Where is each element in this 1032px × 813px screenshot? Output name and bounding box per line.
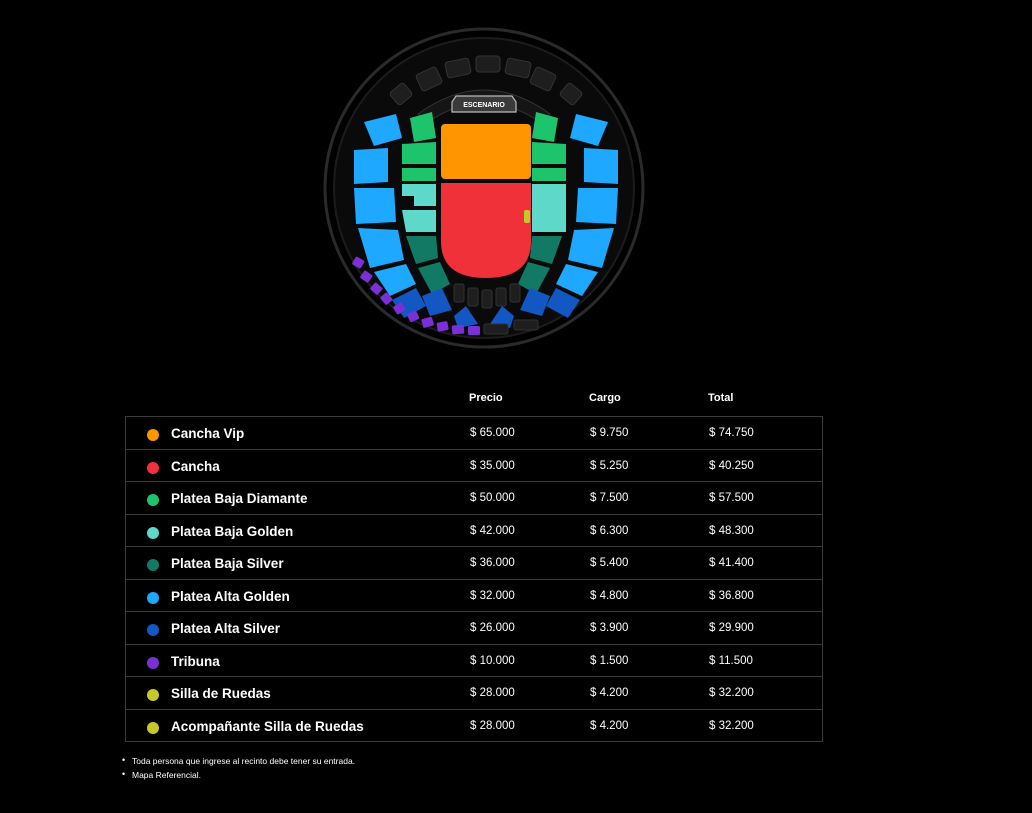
price-table: Precio Cargo Total Cancha Vip $ 65.000 $ 9… [125, 384, 823, 742]
unavailable-bottom-sections [453, 283, 539, 335]
color-dot-icon [147, 559, 159, 571]
zone-precio: $ 42.000 [470, 524, 515, 537]
header-precio: Precio [469, 392, 503, 404]
zone-cargo: $ 5.250 [590, 459, 629, 472]
stage: ESCENARIO [451, 95, 517, 113]
zone-name: Platea Alta Golden [171, 588, 290, 604]
zone-cargo: $ 1.500 [590, 654, 629, 667]
color-dot-icon [147, 721, 159, 734]
zone-precio: $ 65.000 [470, 427, 515, 439]
table-row: Platea Alta Silver $ 26.000 $ 3.900 $ 29.90… [126, 612, 822, 645]
color-dot-icon [147, 591, 159, 604]
table-header: Precio Cargo Total [125, 384, 823, 416]
zone-total: $ 32.200 [709, 687, 754, 699]
stage-label: ESCENARIO [463, 102, 505, 109]
section-platea-alta-silver[interactable] [392, 288, 580, 328]
zone-name: Platea Alta Silver [171, 621, 281, 636]
zone-total: $ 40.250 [709, 459, 754, 472]
table-row: Platea Alta Golden $ 32.000 $ 4.800 $ 36.80… [126, 580, 822, 612]
zone-cargo: $ 4.200 [590, 719, 629, 732]
zone-name: Silla de Ruedas [171, 686, 271, 701]
zone-cargo: $ 7.500 [590, 492, 629, 504]
zone-total: $ 32.200 [709, 719, 754, 732]
table-body: Cancha Vip $ 65.000 $ 9.750 $ 74.750 Cancha $… [125, 416, 823, 742]
zone-precio: $ 35.000 [470, 459, 515, 472]
zone-total: $ 48.300 [709, 524, 754, 537]
footnote: Toda persona que ingrese al recinto debe… [122, 753, 355, 768]
zone-precio: $ 28.000 [470, 719, 515, 732]
section-platea-baja-silver[interactable] [406, 236, 562, 294]
section-cancha-vip[interactable] [441, 124, 531, 179]
zone-total: $ 57.500 [709, 492, 754, 504]
outer-ring [323, 27, 645, 349]
table-row: Silla de Ruedas $ 28.000 $ 4.200 $ 32.200 [126, 677, 822, 710]
table-row: Platea Baja Golden $ 42.000 $ 6.300 $ 48.30… [126, 515, 822, 547]
zone-cargo: $ 9.750 [590, 427, 629, 439]
color-dot-icon [147, 656, 159, 669]
section-tribuna[interactable] [352, 256, 480, 335]
table-row: Cancha Vip $ 65.000 $ 9.750 $ 74.750 [126, 417, 822, 450]
zone-cargo: $ 3.900 [590, 622, 629, 634]
zone-cargo: $ 4.200 [590, 687, 629, 699]
color-dot-icon [147, 689, 159, 701]
zone-precio: $ 36.000 [470, 557, 515, 569]
color-dot-icon [147, 461, 159, 474]
unavailable-sections [389, 55, 583, 123]
zone-precio: $ 50.000 [470, 492, 515, 504]
zone-name: Tribuna [171, 653, 220, 669]
header-total: Total [708, 392, 734, 404]
zone-total: $ 41.400 [709, 557, 754, 569]
zone-name: Cancha Vip [171, 426, 245, 441]
venue-map: ESCENARIO [323, 27, 645, 349]
table-row: Acompañante Silla de Ruedas $ 28.000 $ 4.2… [126, 710, 822, 742]
zone-precio: $ 26.000 [470, 622, 515, 634]
color-dot-icon [147, 526, 159, 539]
zone-total: $ 36.800 [709, 589, 754, 602]
table-row: Cancha $ 35.000 $ 5.250 $ 40.250 [126, 450, 822, 482]
color-dot-icon [147, 624, 159, 636]
zone-total: $ 11.500 [709, 654, 753, 667]
color-dot-icon [147, 429, 159, 441]
table-row: Platea Baja Diamante $ 50.000 $ 7.500 $ 57.… [126, 482, 822, 515]
section-platea-baja-diamante[interactable] [402, 112, 566, 181]
section-platea-alta-golden[interactable] [354, 114, 618, 296]
zone-precio: $ 10.000 [470, 654, 515, 667]
zone-precio: $ 28.000 [470, 687, 515, 699]
zone-total: $ 74.750 [709, 427, 754, 439]
color-dot-icon [147, 494, 159, 506]
zone-name: Cancha [171, 458, 220, 474]
header-cargo: Cargo [589, 392, 621, 404]
footnote: Mapa Referencial. [122, 767, 355, 782]
section-cancha[interactable] [441, 183, 531, 278]
section-platea-baja-golden[interactable] [402, 184, 566, 232]
table-row: Tribuna $ 10.000 $ 1.500 $ 11.500 [126, 645, 822, 677]
zone-cargo: $ 4.800 [590, 589, 629, 602]
zone-cargo: $ 6.300 [590, 524, 629, 537]
zone-precio: $ 32.000 [470, 589, 515, 602]
section-silla-de-ruedas[interactable] [524, 210, 530, 223]
zone-total: $ 29.900 [709, 622, 754, 634]
zone-name: Platea Baja Silver [171, 556, 284, 571]
zone-name: Platea Baja Diamante [171, 491, 308, 506]
footnotes: Toda persona que ingrese al recinto debe… [122, 753, 355, 782]
zone-cargo: $ 5.400 [590, 557, 629, 569]
zone-name: Platea Baja Golden [171, 523, 294, 539]
zone-name: Acompañante Silla de Ruedas [171, 718, 364, 734]
table-row: Platea Baja Silver $ 36.000 $ 5.400 $ 41.40… [126, 547, 822, 580]
